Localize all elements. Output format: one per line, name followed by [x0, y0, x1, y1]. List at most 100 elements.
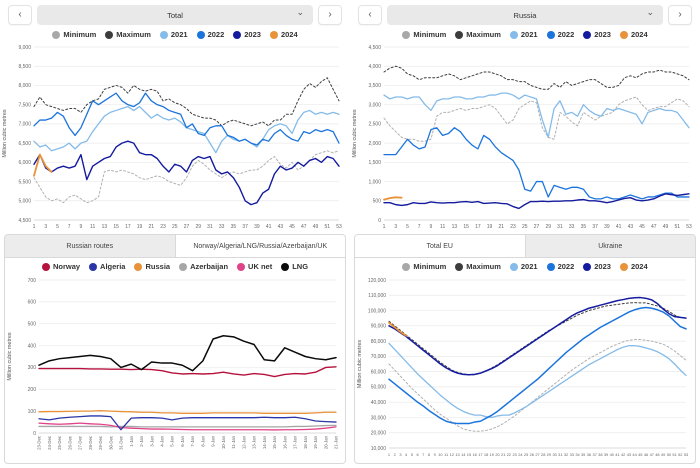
legend-item[interactable]: 2021 — [159, 30, 188, 39]
legend-item[interactable]: UK net — [237, 262, 272, 271]
series-selector-russia[interactable]: Russia ⌄ — [387, 5, 663, 25]
legend-item[interactable]: Azerbaijan — [179, 262, 228, 271]
svg-text:51: 51 — [672, 452, 676, 457]
svg-text:44: 44 — [632, 452, 637, 457]
svg-text:21: 21 — [499, 224, 505, 230]
legend-swatch — [619, 30, 628, 39]
legend-label: Minimum — [63, 30, 97, 39]
legend-item[interactable]: Minimum — [52, 30, 96, 39]
legend-item[interactable]: Minimum — [402, 262, 446, 271]
svg-text:18: 18 — [484, 452, 488, 457]
svg-text:28: 28 — [541, 452, 545, 457]
legend-item[interactable]: 2021 — [509, 30, 538, 39]
legend-label: 2022 — [207, 30, 225, 39]
legend-label: Maximum — [466, 30, 501, 39]
svg-text:7: 7 — [422, 452, 424, 457]
svg-text:30-Dec: 30-Dec — [108, 435, 113, 450]
svg-text:2-Jan: 2-Jan — [139, 435, 144, 446]
legend-item[interactable]: 2024 — [269, 30, 298, 39]
svg-text:2: 2 — [394, 452, 396, 457]
legend-label: 2023 — [594, 262, 611, 271]
svg-text:39: 39 — [604, 452, 608, 457]
legend-item[interactable]: 2023 — [583, 262, 611, 271]
svg-text:41: 41 — [615, 452, 619, 457]
legend-item[interactable]: 2024 — [619, 30, 648, 39]
svg-text:3-Jan: 3-Jan — [149, 435, 154, 446]
legend-item[interactable]: Russia — [134, 262, 170, 271]
legend-item[interactable]: LNG — [281, 262, 308, 271]
svg-text:15-Jan: 15-Jan — [272, 435, 277, 449]
svg-text:27: 27 — [184, 224, 190, 230]
svg-text:20,000: 20,000 — [371, 431, 387, 437]
svg-text:8: 8 — [428, 452, 430, 457]
legend-swatch — [281, 262, 290, 271]
svg-text:4,500: 4,500 — [368, 45, 381, 51]
svg-text:1: 1 — [388, 452, 390, 457]
svg-text:13: 13 — [102, 224, 108, 230]
svg-text:47: 47 — [650, 452, 654, 457]
tab-ukraine[interactable]: Ukraine — [524, 235, 695, 257]
svg-text:12: 12 — [450, 452, 454, 457]
svg-text:27: 27 — [535, 452, 539, 457]
series-selector-total[interactable]: Total ⌄ — [37, 5, 313, 25]
legend-swatch — [89, 262, 98, 271]
legend-item[interactable]: 2021 — [509, 262, 538, 271]
svg-text:31-Dec: 31-Dec — [119, 435, 124, 450]
svg-text:51: 51 — [674, 224, 680, 230]
svg-text:19: 19 — [487, 224, 493, 230]
legend-swatch — [196, 30, 205, 39]
legend-item[interactable]: Maximum — [105, 30, 151, 39]
tab-norway-algeria-lng[interactable]: Norway/Algeria/LNG/Russia/Azerbaijan/UK — [174, 235, 345, 257]
svg-text:12-Jan: 12-Jan — [241, 435, 246, 449]
svg-text:8,500: 8,500 — [18, 64, 31, 70]
legend-item[interactable]: Minimum — [402, 30, 446, 39]
prev-series-button[interactable]: ‹ — [358, 5, 382, 25]
legend-item[interactable]: 2023 — [233, 30, 261, 39]
legend-swatch — [455, 262, 464, 271]
svg-text:1,000: 1,000 — [368, 179, 381, 185]
next-series-button[interactable]: › — [318, 5, 342, 25]
legend-item[interactable]: 2023 — [583, 30, 611, 39]
legend-item[interactable]: Norway — [41, 262, 80, 271]
svg-text:39: 39 — [604, 224, 610, 230]
svg-text:43: 43 — [628, 224, 634, 230]
legend-item[interactable]: Maximum — [455, 30, 501, 39]
svg-text:700: 700 — [28, 278, 37, 284]
legend-item[interactable]: 2024 — [619, 262, 648, 271]
chevron-down-icon: ⌄ — [296, 7, 304, 17]
panel-storage: Total EU Ukraine Minimum Maximum 2021 2022 2… — [350, 232, 700, 468]
svg-text:37: 37 — [592, 452, 596, 457]
legend-label: LNG — [292, 262, 309, 271]
svg-text:43: 43 — [627, 452, 631, 457]
legend-item[interactable]: 2022 — [196, 30, 225, 39]
svg-text:35: 35 — [581, 224, 587, 230]
legend-label: 2023 — [594, 30, 611, 39]
svg-text:17: 17 — [478, 452, 482, 457]
tab-total-eu[interactable]: Total EU — [355, 235, 525, 257]
next-series-button[interactable]: › — [668, 5, 692, 25]
legend-label: 2021 — [520, 262, 538, 271]
svg-text:4,500: 4,500 — [18, 218, 31, 224]
legend-swatch — [233, 30, 242, 39]
svg-text:Million cubic metres: Million cubic metres — [352, 109, 358, 158]
svg-text:31: 31 — [558, 452, 562, 457]
svg-text:2,000: 2,000 — [368, 141, 381, 147]
svg-text:23: 23 — [512, 452, 516, 457]
legend-item[interactable]: 2022 — [546, 262, 574, 271]
svg-text:6,500: 6,500 — [18, 141, 31, 147]
svg-text:29: 29 — [195, 224, 201, 230]
svg-text:36: 36 — [587, 452, 591, 457]
legend-item[interactable]: Maximum — [455, 262, 501, 271]
legend-item[interactable]: Algeria — [89, 262, 125, 271]
legend-label: Maximum — [466, 262, 501, 271]
svg-text:21: 21 — [149, 224, 155, 230]
prev-series-button[interactable]: ‹ — [8, 5, 32, 25]
svg-text:32: 32 — [564, 452, 568, 457]
svg-text:120,000: 120,000 — [368, 278, 386, 284]
svg-text:13: 13 — [452, 224, 458, 230]
svg-text:43: 43 — [278, 224, 284, 230]
legend-item[interactable]: 2022 — [546, 30, 574, 39]
svg-text:17-Jan: 17-Jan — [293, 435, 298, 449]
tab-russian-routes[interactable]: Russian routes — [5, 235, 175, 257]
